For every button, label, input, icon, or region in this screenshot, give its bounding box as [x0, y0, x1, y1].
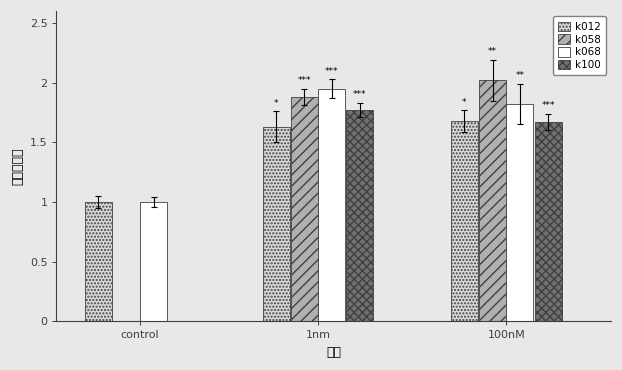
Text: *: * [462, 98, 466, 107]
Text: **: ** [488, 47, 497, 57]
Bar [534, 122, 562, 321]
Bar [262, 127, 290, 321]
Text: ***: *** [541, 101, 555, 110]
Bar [85, 202, 112, 321]
Text: **: ** [516, 71, 524, 80]
Text: *: * [274, 99, 279, 108]
Y-axis label: ひだの変化: ひだの変化 [11, 148, 24, 185]
Bar [290, 97, 318, 321]
Bar [140, 202, 167, 321]
Bar [318, 89, 345, 321]
Bar [451, 121, 478, 321]
X-axis label: 濃度: 濃度 [326, 346, 341, 359]
Bar [479, 80, 506, 321]
Legend: k012, k058, k068, k100: k012, k058, k068, k100 [553, 16, 606, 75]
Text: ***: *** [353, 90, 366, 100]
Bar [346, 110, 373, 321]
Text: ***: *** [297, 76, 311, 85]
Text: ***: *** [325, 67, 338, 75]
Bar [506, 104, 534, 321]
